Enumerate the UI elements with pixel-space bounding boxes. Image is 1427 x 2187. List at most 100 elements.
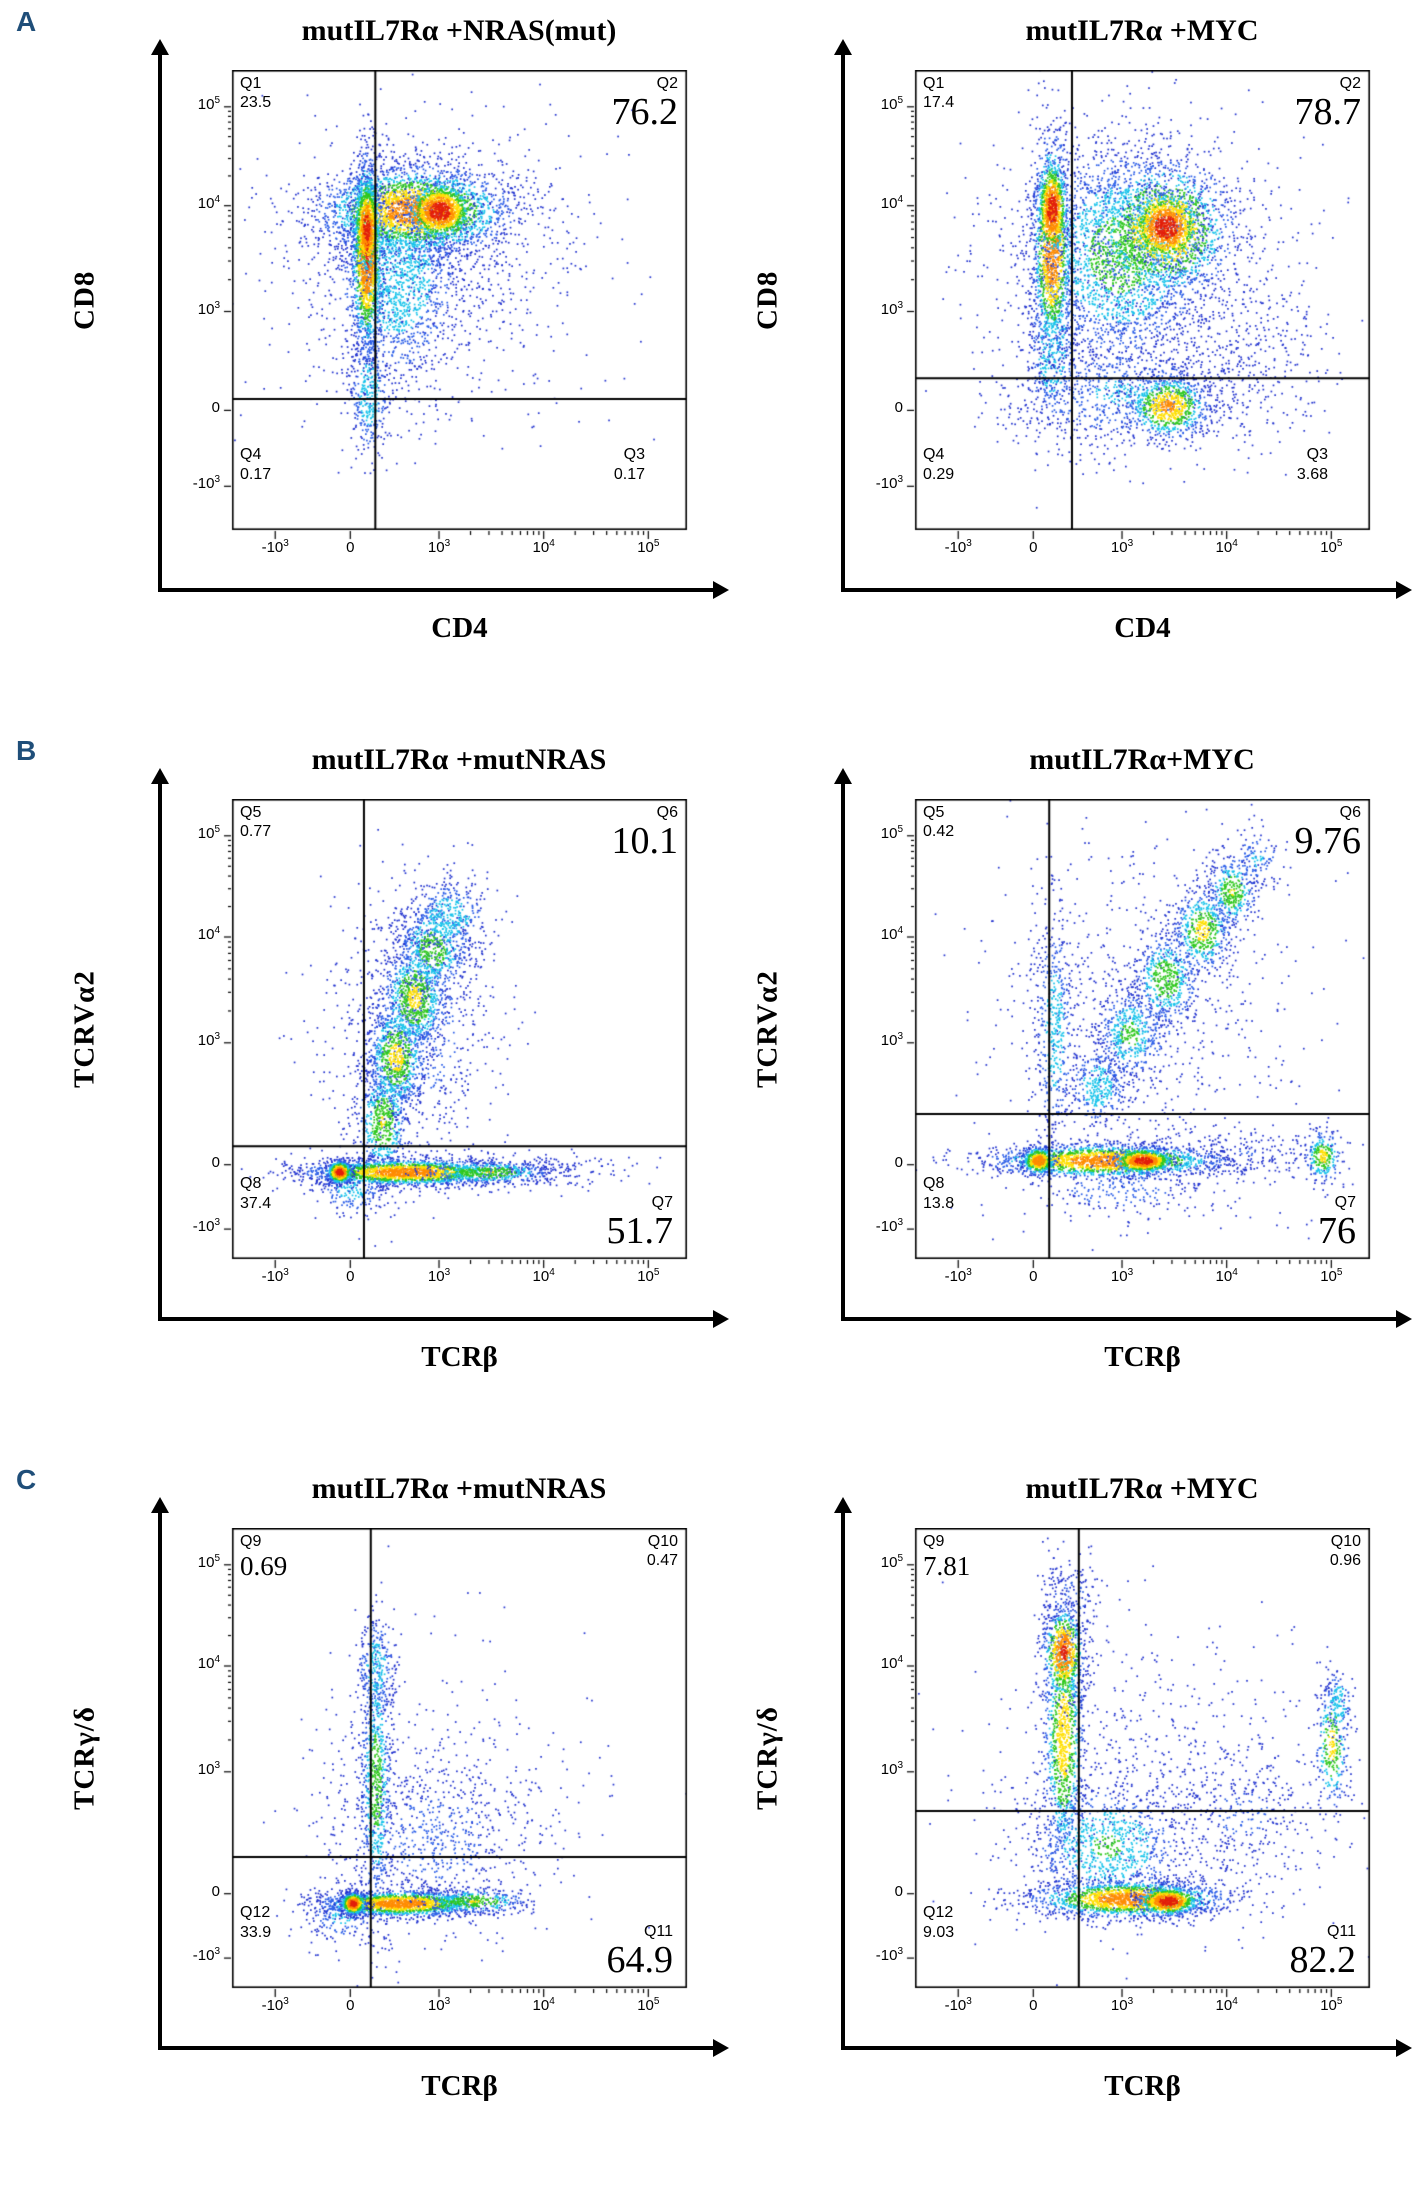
quadrant-labels: Q1 23.5 Q2 76.2 Q4 0.17 Q3 0.17 [232,70,687,530]
y-tick-label: 104 [197,1654,220,1673]
quadrant-id: Q2 [656,75,678,92]
x-tick-label: -103 [944,1996,972,2015]
x-tick-label: -103 [261,538,289,557]
x-axis-arrow [841,2039,1412,2057]
quadrant-value: 0.29 [923,465,955,483]
x-tick-label: 104 [532,1996,555,2015]
y-tick-label: 0 [894,1153,903,1171]
density-canvas [220,1528,688,2001]
quadrant-q7: Q7 51.7 [607,1194,674,1251]
x-axis-arrow [841,581,1412,599]
quadrant-value: 64.9 [606,1939,674,1982]
y-tick-label: 0 [894,1882,903,1900]
x-tick-label: 105 [637,1267,660,1286]
x-tick-label: 105 [1320,1996,1343,2015]
y-tick-label: 0 [211,1153,220,1171]
quadrant-value: 78.7 [1294,91,1362,134]
y-tick-label: 105 [880,94,903,113]
quadrant-value: 10.1 [611,820,679,863]
x-tick-label: -103 [261,1267,289,1286]
x-tick-label: -103 [944,1267,972,1286]
x-tick-label: 0 [1029,1997,1038,2014]
x-axis-label: TCRβ [421,1341,498,1373]
x-tick-label: 0 [346,1268,355,1285]
quadrant-id: Q12 [240,1904,271,1922]
quadrant-value: 9.03 [923,1923,955,1941]
quadrant-id: Q12 [923,1904,954,1922]
x-axis-arrow [841,1310,1412,1328]
y-axis-label: TCRγ/δ [68,1706,101,1810]
density-canvas [903,1528,1371,2001]
x-axis-label: CD4 [431,612,488,644]
plot-title: mutIL7Rα +mutNRAS [311,743,607,776]
quadrant-q12: Q12 9.03 [923,1904,954,1942]
quadrant-value: 82.2 [1289,1939,1357,1982]
plot-area: Q9 7.81 Q10 0.96 Q12 9.03 Q11 82.2 [903,1528,1371,2001]
y-tick-label: -103 [192,474,220,493]
quadrant-id: Q9 [240,1533,262,1550]
y-tick-label: 105 [197,1552,220,1571]
x-axis-label: TCRβ [1104,1341,1181,1373]
plot-title: mutIL7Rα+MYC [1029,743,1255,776]
y-tick-label: -103 [875,1217,903,1236]
y-axis-arrow [151,1497,169,2050]
quadrant-value: 17.4 [923,94,955,112]
plot-area: Q9 0.69 Q10 0.47 Q12 33.9 Q11 64.9 [220,1528,688,2001]
x-tick-label: 105 [1320,1267,1343,1286]
plot-title: mutIL7Rα +mutNRAS [311,1472,607,1505]
quadrant-id: Q7 [1334,1193,1356,1211]
x-tick-label: 0 [346,1997,355,2014]
x-tick-label: 104 [532,538,555,557]
y-tick-label: 104 [880,1654,903,1673]
quadrant-id: Q10 [647,1533,678,1550]
quadrant-id: Q9 [923,1533,945,1550]
y-tick-label: 103 [197,1030,220,1049]
y-tick-label: 105 [197,94,220,113]
quadrant-q5: Q5 0.77 [240,804,271,842]
panel-label-c: C [16,1464,37,1495]
flow-plot-b-right: mutIL7Rα+MYC TCRVα2 Q5 0.42 Q6 9.76 Q8 13.8 Q7… [745,729,1412,1458]
x-axis-label: TCRβ [1104,2070,1181,2102]
quadrant-q6: Q6 10.1 [612,804,679,861]
density-canvas [220,70,688,543]
quadrant-id: Q11 [643,1922,673,1940]
quadrant-value: 0.42 [923,823,955,841]
y-tick-label: 103 [197,1759,220,1778]
quadrant-id: Q7 [651,1193,673,1211]
density-canvas [903,799,1371,1272]
plot-area: Q5 0.42 Q6 9.76 Q8 13.8 Q7 76 [903,799,1371,1272]
x-tick-label: 0 [1029,539,1038,556]
quadrant-q1: Q1 23.5 [240,75,271,113]
x-tick-label: 105 [637,538,660,557]
x-tick-label: 104 [1215,538,1238,557]
y-axis-label: TCRγ/δ [751,1706,784,1810]
plot-title: mutIL7Rα +MYC [1025,14,1259,47]
quadrant-value: 76 [1318,1210,1356,1253]
y-axis-arrow [834,39,852,592]
y-tick-label: 104 [880,925,903,944]
y-axis-label: CD8 [751,270,784,330]
quadrant-q8: Q8 37.4 [240,1175,271,1213]
quadrant-value: 33.9 [240,1923,272,1941]
x-tick-label: -103 [261,1996,289,2015]
quadrant-id: Q6 [1339,804,1361,821]
quadrant-q9: Q9 0.69 [240,1533,287,1581]
y-tick-label: -103 [875,1946,903,1965]
quadrant-value: 0.96 [1329,1552,1361,1570]
quadrant-q11: Q11 64.9 [607,1923,674,1980]
quadrant-id: Q8 [923,1175,945,1193]
quadrant-q3: Q3 0.17 [614,446,645,484]
y-tick-label: 105 [197,823,220,842]
panel-c: C mutIL7Rα +mutNRAS TCRγ/δ Q9 0.69 Q10 0.47… [0,1458,1427,2187]
quadrant-q2: Q2 78.7 [1295,75,1362,132]
flow-plot-b-left: mutIL7Rα +mutNRAS TCRVα2 Q5 0.77 Q6 10.1 Q8 3… [62,729,729,1458]
y-tick-label: 103 [880,1030,903,1049]
y-tick-label: 103 [197,299,220,318]
y-axis-arrow [151,768,169,1321]
x-axis-arrow [158,1310,729,1328]
quadrant-value: 0.77 [240,823,272,841]
quadrant-labels: Q5 0.42 Q6 9.76 Q8 13.8 Q7 76 [915,799,1370,1259]
panel-label-a: A [16,6,37,37]
x-tick-label: 104 [1215,1996,1238,2015]
quadrant-id: Q10 [1330,1533,1361,1550]
